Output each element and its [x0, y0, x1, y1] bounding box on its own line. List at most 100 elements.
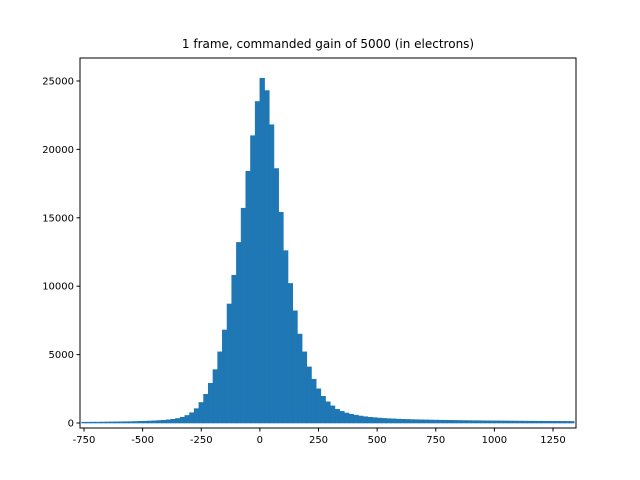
bar — [114, 421, 120, 424]
x-tick-label: 250 — [309, 435, 328, 446]
bar — [451, 420, 458, 424]
bar — [170, 419, 176, 424]
x-tick-label: 500 — [368, 435, 387, 446]
bar — [362, 416, 369, 424]
bar — [386, 418, 392, 424]
bar — [226, 303, 233, 424]
bar — [203, 393, 209, 424]
bar — [442, 419, 448, 424]
bar — [433, 419, 439, 424]
bar — [212, 369, 218, 424]
y-tick-label: 15000 — [42, 213, 74, 224]
bar — [81, 421, 87, 424]
bar — [484, 420, 490, 424]
bar — [86, 421, 92, 424]
bar — [278, 212, 284, 424]
bar — [189, 412, 195, 424]
bar — [123, 421, 129, 424]
bar — [367, 416, 373, 424]
x-tick-label: 1000 — [482, 435, 507, 446]
bar — [503, 420, 509, 424]
bar — [132, 421, 139, 424]
bar — [311, 378, 317, 424]
bar — [470, 420, 476, 424]
bar — [522, 420, 528, 424]
bar — [301, 351, 308, 424]
bar — [325, 401, 331, 424]
bar — [198, 402, 204, 424]
bar — [372, 417, 378, 424]
bar — [315, 388, 322, 424]
bar — [283, 250, 289, 424]
bar — [343, 412, 350, 424]
bar — [508, 420, 514, 424]
bar — [376, 417, 383, 424]
y-tick-label: 25000 — [42, 76, 74, 87]
bar — [531, 420, 537, 424]
bar — [329, 405, 336, 424]
bar — [423, 419, 430, 424]
y-tick-label: 0 — [68, 419, 74, 430]
bar — [90, 421, 97, 424]
bar — [498, 420, 505, 424]
bar — [545, 421, 551, 424]
bar — [95, 421, 101, 424]
bar — [297, 333, 303, 424]
bar — [540, 420, 547, 424]
bar — [512, 420, 519, 424]
bar — [348, 413, 354, 424]
bar — [175, 418, 181, 424]
bar — [268, 124, 275, 424]
bar — [320, 396, 326, 424]
bars — [81, 77, 575, 424]
bar — [259, 77, 265, 424]
axes-frame — [79, 57, 577, 429]
bar — [142, 420, 148, 424]
x-tick-label: -250 — [190, 435, 213, 446]
bar — [536, 420, 542, 424]
bar — [428, 419, 434, 424]
bar — [245, 170, 251, 424]
bar — [494, 420, 500, 424]
bar — [109, 421, 115, 424]
bar — [137, 421, 143, 424]
bar — [526, 420, 533, 424]
bar — [395, 418, 401, 424]
x-tick-label: -750 — [73, 435, 96, 446]
bar — [437, 419, 444, 424]
bar — [559, 421, 566, 424]
bar — [480, 420, 486, 424]
bar — [400, 419, 406, 424]
x-tick-label: -500 — [131, 435, 154, 446]
bar — [381, 418, 387, 424]
bar — [564, 421, 570, 424]
bar — [250, 135, 256, 424]
bar — [339, 411, 345, 424]
y-tick-label: 10000 — [42, 282, 74, 293]
bar — [193, 408, 200, 424]
bar — [358, 415, 364, 424]
bar — [231, 274, 237, 424]
chart-title: 1 frame, commanded gain of 5000 (in elec… — [182, 37, 474, 51]
bar — [273, 168, 279, 424]
x-tick-label: 1250 — [540, 435, 565, 446]
bar — [419, 419, 425, 424]
bar — [390, 418, 397, 424]
bar — [207, 383, 214, 424]
bar — [555, 421, 561, 424]
bar — [489, 420, 495, 424]
bar — [569, 421, 575, 424]
bar — [334, 409, 340, 424]
y-tick-label: 5000 — [49, 350, 74, 361]
bar — [409, 419, 415, 424]
bar — [461, 420, 467, 424]
bar — [179, 416, 186, 424]
x-tick-label: 0 — [257, 435, 263, 446]
bar — [100, 421, 106, 424]
bar — [456, 420, 462, 424]
bar — [292, 310, 298, 424]
x-tick-label: 750 — [426, 435, 445, 446]
bar — [128, 421, 134, 424]
bar — [184, 415, 190, 424]
bar — [147, 420, 153, 424]
